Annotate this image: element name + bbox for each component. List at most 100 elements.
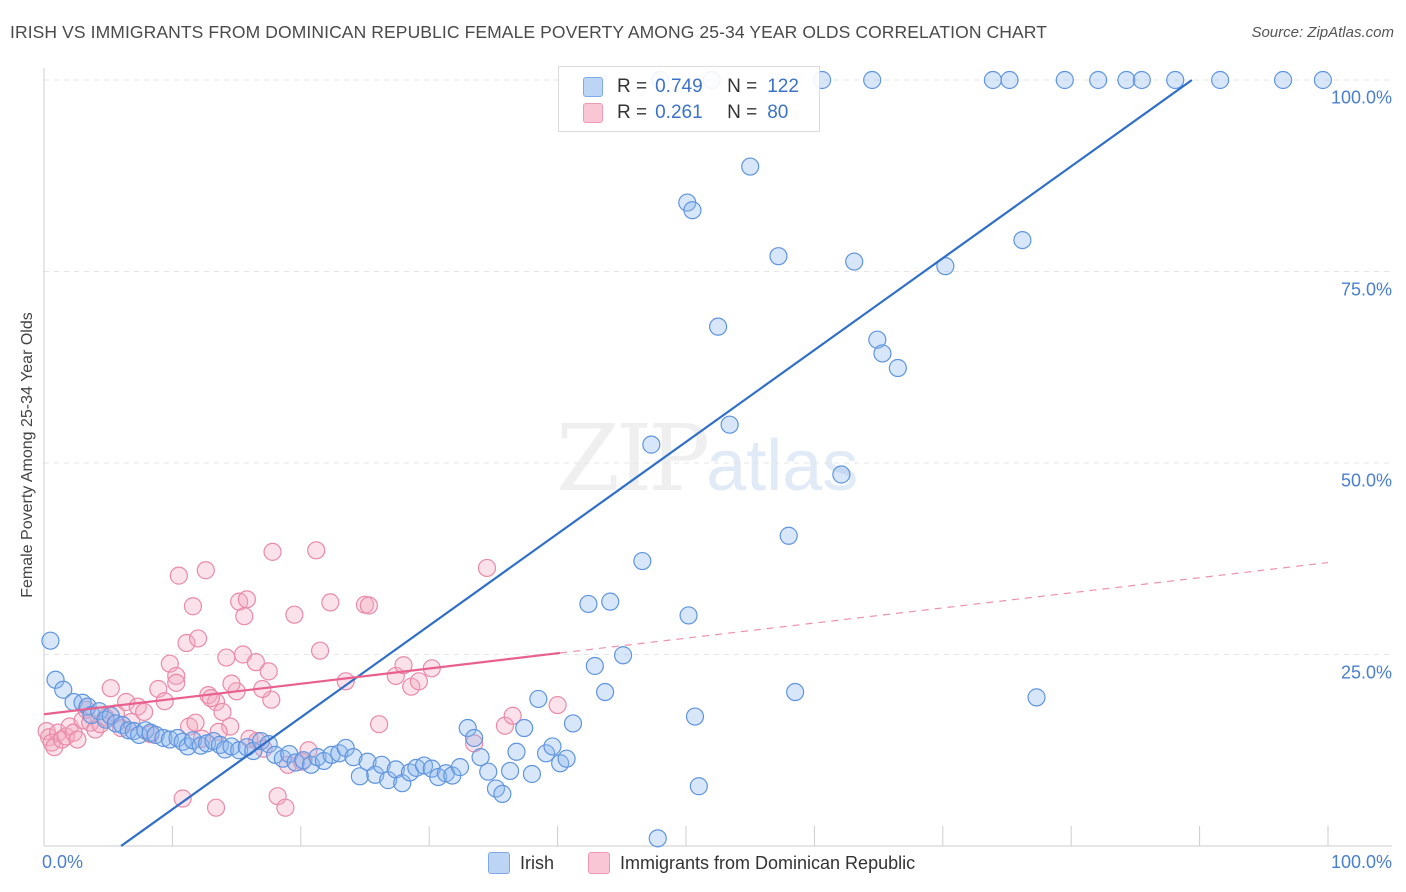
irish-point: [601, 592, 620, 611]
irish-point: [633, 551, 652, 571]
irish-point: [54, 680, 73, 699]
dominican-point: [169, 566, 188, 585]
dominican-point: [503, 706, 522, 725]
irish-point: [679, 606, 698, 625]
dominican-point: [276, 798, 295, 817]
dominican-point: [209, 722, 228, 741]
n-value: 122: [767, 76, 799, 97]
irish-points: [41, 70, 1332, 848]
legend-row-dominican: R = 0.261 N = 80: [583, 101, 788, 125]
irish-point: [1013, 230, 1032, 250]
legend-item-irish[interactable]: Irish: [488, 852, 554, 874]
dominican-point: [186, 713, 205, 732]
dominican-point: [299, 741, 318, 760]
irish-point: [41, 631, 60, 650]
irish-point: [1211, 70, 1230, 90]
y-axis-label: Female Poverty Among 25-34 Year Olds: [19, 312, 36, 598]
irish-point: [741, 157, 760, 176]
irish-point: [642, 435, 661, 454]
dominican-point: [177, 633, 196, 653]
dominican-point: [173, 789, 192, 808]
irish-point: [372, 755, 391, 774]
dominican-point: [285, 605, 304, 624]
irish-trend-line: [120, 79, 1193, 847]
irish-point: [551, 754, 570, 773]
n-label: N =: [727, 102, 758, 123]
dominican-point: [167, 666, 186, 686]
irish-point: [1027, 688, 1046, 707]
irish-point: [579, 594, 598, 614]
legend-label: Irish: [520, 852, 555, 873]
irish-point: [336, 738, 355, 758]
irish-point: [596, 682, 615, 702]
dominican-point: [101, 679, 120, 698]
irish-point: [46, 670, 65, 689]
irish-point: [458, 718, 477, 738]
irish-point: [536, 744, 556, 763]
r-label: R =: [617, 102, 648, 123]
legend-item-dominican[interactable]: Immigrants from Dominican Republic: [588, 852, 915, 874]
irish-point: [648, 829, 667, 848]
watermark: ZIPatlas: [556, 405, 858, 512]
dominican-point: [246, 653, 265, 672]
grid-layer: [44, 79, 1392, 655]
axis-layer: [43, 68, 1392, 847]
irish-point: [868, 330, 887, 349]
dominican-point: [307, 541, 326, 560]
irish-point: [1089, 70, 1108, 90]
irish-point: [529, 689, 548, 709]
dominican-point: [409, 672, 429, 691]
irish-point: [350, 767, 369, 786]
irish-point: [1132, 70, 1151, 90]
dominican-point: [237, 590, 256, 609]
irish-swatch: [488, 852, 510, 874]
irish-point: [522, 764, 542, 784]
irish-point: [471, 748, 490, 767]
irish-point: [888, 358, 907, 378]
dominican-point: [183, 597, 203, 616]
dominican-trend-extension: [560, 561, 1329, 654]
irish-point: [873, 344, 892, 363]
irish-point: [1000, 70, 1019, 90]
correlation-legend: R = 0.749 N = 122 R = 0.261 N = 80: [558, 66, 820, 132]
watermark-atlas: atlas: [706, 426, 859, 506]
irish-point: [786, 682, 805, 702]
irish-swatch: [583, 77, 603, 97]
dominican-point: [235, 607, 254, 626]
irish-point: [683, 201, 702, 220]
n-label: N =: [727, 76, 758, 97]
irish-point: [708, 317, 728, 336]
irish-point: [515, 718, 534, 738]
chart-title: IRISH VS IMMIGRANTS FROM DOMINICAN REPUB…: [10, 22, 1047, 42]
n-value: 80: [767, 102, 789, 123]
series-legend: Irish Immigrants from Dominican Republic: [0, 852, 1406, 878]
dominican-point: [394, 656, 413, 675]
trend-lines: [43, 79, 1329, 847]
irish-point: [685, 707, 705, 726]
r-value: 0.749: [655, 76, 703, 97]
irish-point: [845, 252, 864, 271]
irish-point: [259, 735, 278, 754]
r-value: 0.261: [655, 102, 703, 123]
x-tick-label-min: 0.0%: [42, 852, 84, 872]
dominican-trend-line: [43, 651, 561, 716]
irish-point: [779, 526, 798, 545]
irish-point: [613, 646, 633, 665]
dominican-point: [167, 673, 186, 692]
irish-point: [543, 737, 562, 756]
irish-point: [983, 70, 1002, 90]
irish-point: [507, 742, 526, 761]
irish-point: [563, 714, 583, 733]
dominican-point: [68, 730, 87, 749]
dominican-point: [263, 542, 282, 561]
irish-point: [720, 415, 739, 434]
dominican-point: [201, 689, 221, 708]
dominican-point: [359, 596, 378, 615]
irish-point: [465, 728, 484, 748]
dominican-point: [117, 692, 136, 712]
y-tick-label: 25.0%: [1340, 662, 1392, 682]
y-tick-label: 100.0%: [1330, 87, 1392, 108]
irish-point: [1055, 70, 1074, 90]
irish-point: [1313, 70, 1332, 90]
